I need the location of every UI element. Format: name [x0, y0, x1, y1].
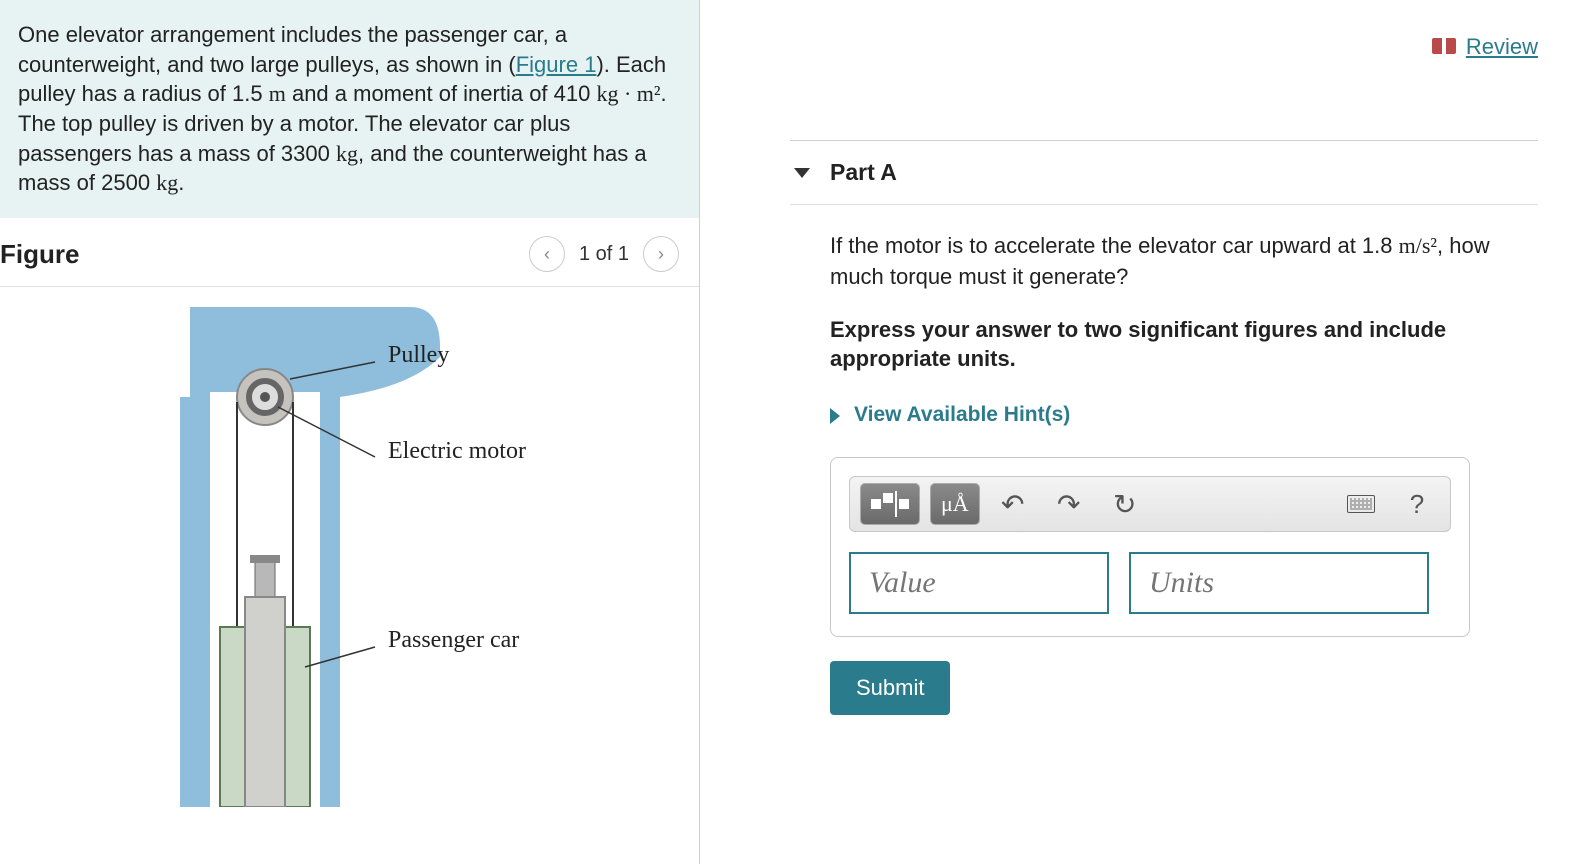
hints-label: View Available Hint(s)	[854, 400, 1070, 429]
prev-figure-button[interactable]: ‹	[529, 236, 565, 272]
chevron-down-icon	[794, 168, 810, 178]
hints-toggle[interactable]: View Available Hint(s)	[830, 400, 1538, 429]
reset-icon: ↻	[1113, 488, 1136, 521]
problem-text-6: .	[178, 170, 184, 195]
keyboard-icon	[1347, 495, 1375, 513]
submit-button[interactable]: Submit	[830, 661, 950, 715]
problem-statement: One elevator arrangement includes the pa…	[0, 0, 699, 218]
help-button[interactable]: ?	[1394, 483, 1440, 525]
redo-icon: ↷	[1057, 488, 1080, 521]
left-panel: One elevator arrangement includes the pa…	[0, 0, 700, 864]
answer-box: μÅ ↶ ↷ ↻ ?	[830, 457, 1470, 637]
review-text: Review	[1466, 34, 1538, 60]
elevator-diagram	[150, 307, 450, 807]
part-header[interactable]: Part A	[790, 140, 1538, 205]
figure-header: Figure ‹ 1 of 1 ›	[0, 218, 699, 287]
part-label: Part A	[830, 159, 897, 186]
question-body: If the motor is to accelerate the elevat…	[790, 205, 1538, 637]
unit-kgm2: kg · m²	[596, 81, 660, 106]
chevron-right-icon	[830, 408, 840, 424]
label-pulley: Pulley	[388, 342, 449, 369]
symbols-icon: μÅ	[941, 491, 969, 517]
instruction-text: Express your answer to two significant f…	[830, 315, 1538, 374]
inputs-row	[849, 552, 1451, 614]
undo-icon: ↶	[1001, 488, 1024, 521]
figure-title: Figure	[0, 239, 79, 270]
problem-text-3: and a moment of inertia of 410	[286, 81, 597, 106]
review-link[interactable]: Review	[1432, 34, 1538, 60]
unit-kg: kg	[336, 141, 358, 166]
question-text: If the motor is to accelerate the elevat…	[830, 231, 1538, 293]
right-panel: Review Part A If the motor is to acceler…	[700, 0, 1578, 864]
reset-button[interactable]: ↻	[1102, 483, 1148, 525]
figure-link[interactable]: Figure 1	[516, 52, 597, 77]
symbols-tool-button[interactable]: μÅ	[930, 483, 980, 525]
book-icon	[1432, 38, 1456, 56]
fraction-tool-button[interactable]	[860, 483, 920, 525]
figure-pager: ‹ 1 of 1 ›	[529, 236, 679, 272]
value-input[interactable]	[849, 552, 1109, 614]
label-motor: Electric motor	[388, 437, 526, 466]
unit-kg2: kg	[156, 170, 178, 195]
keyboard-button[interactable]	[1338, 483, 1384, 525]
answer-toolbar: μÅ ↶ ↷ ↻ ?	[849, 476, 1451, 532]
help-icon: ?	[1410, 489, 1424, 520]
next-figure-button[interactable]: ›	[643, 236, 679, 272]
pager-text: 1 of 1	[579, 243, 629, 266]
fraction-icon	[871, 491, 909, 517]
redo-button[interactable]: ↷	[1046, 483, 1092, 525]
problem-text-1: One elevator arrangement includes the pa…	[18, 22, 567, 77]
undo-button[interactable]: ↶	[990, 483, 1036, 525]
unit-m: m	[269, 81, 286, 106]
question-unit: m/s²	[1399, 233, 1437, 258]
label-car: Passenger car	[388, 627, 519, 654]
figure-area: Pulley Electric motor Passenger car	[0, 287, 699, 807]
units-input[interactable]	[1129, 552, 1429, 614]
